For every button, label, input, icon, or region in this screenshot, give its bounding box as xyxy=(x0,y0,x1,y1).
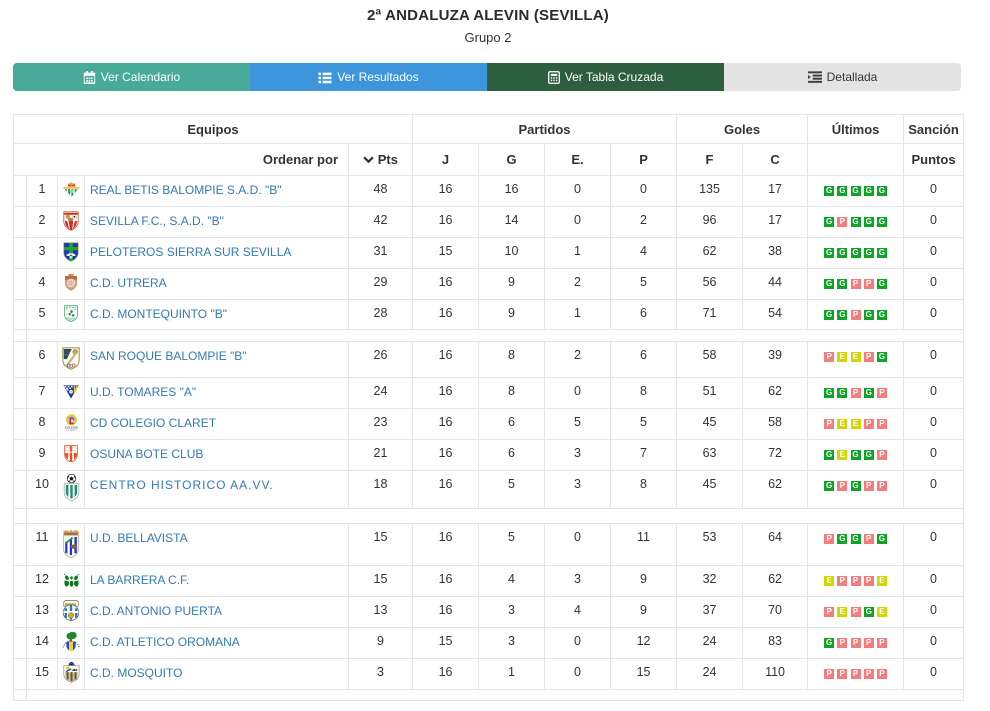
svg-text:CLARET: CLARET xyxy=(66,428,77,431)
svg-text:COLEGIO: COLEGIO xyxy=(65,426,78,430)
